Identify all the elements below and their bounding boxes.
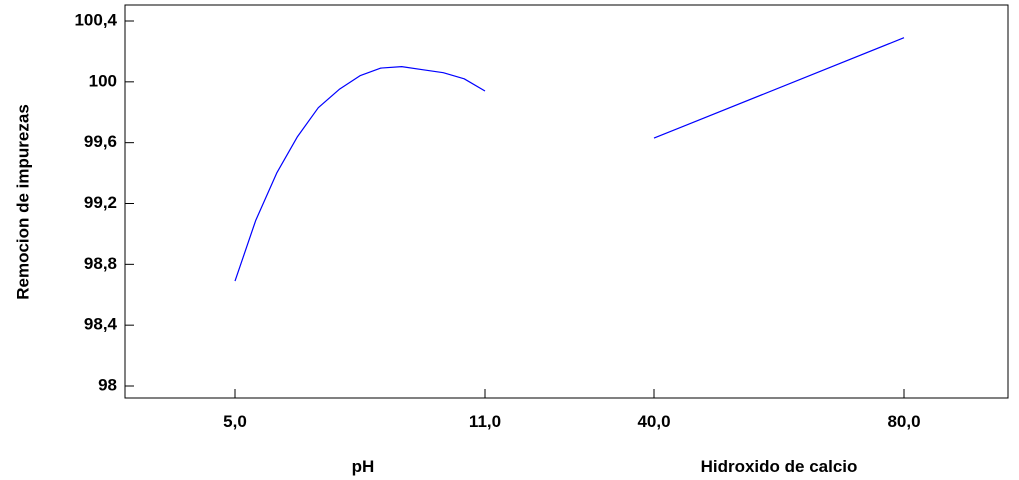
y-tick-label: 100 <box>89 71 117 90</box>
y-tick-label: 100,4 <box>74 10 117 29</box>
series-lines <box>234 37 905 282</box>
x-axis-title-ph: pH <box>352 457 375 476</box>
y-tick-label: 98,4 <box>84 315 118 334</box>
x-axis-title-hidroxido: Hidroxido de calcio <box>701 457 858 476</box>
y-tick-label: 98 <box>98 375 117 394</box>
x-tick-label: 40,0 <box>637 412 670 431</box>
x-tick-label: 80,0 <box>887 412 920 431</box>
y-tick-label: 99,2 <box>84 193 117 212</box>
series-line-panel-2 <box>653 37 905 139</box>
x-axis: 5,0 11,0 40,0 80,0 <box>223 389 921 431</box>
y-tick-label: 99,6 <box>84 132 117 151</box>
x-tick-label: 5,0 <box>223 412 247 431</box>
y-axis-title: Remocion de impurezas <box>13 104 32 300</box>
series-line-panel-1 <box>234 65 486 282</box>
y-axis: 98 98,4 98,8 99,2 99,6 100 100,4 <box>74 10 134 394</box>
plot-frame <box>124 4 1009 399</box>
x-tick-label: 11,0 <box>469 412 501 431</box>
y-tick-label: 98,8 <box>84 254 117 273</box>
